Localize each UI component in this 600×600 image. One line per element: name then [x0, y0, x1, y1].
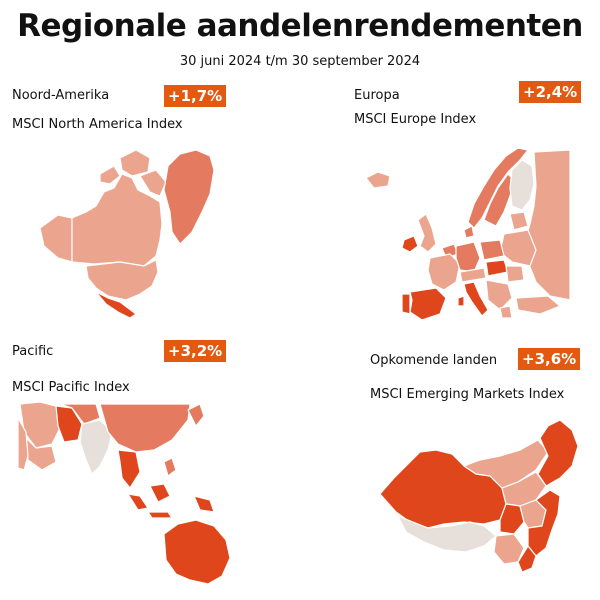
map-country-romania — [505, 265, 525, 283]
map-country-mexico — [95, 291, 137, 319]
region-name-emerging-markets: Opkomende landen — [370, 353, 498, 368]
page-subtitle: 30 juni 2024 t/m 30 september 2024 — [179, 54, 421, 69]
map-country-uk — [417, 213, 437, 253]
region-name-europe: Europa — [354, 88, 400, 103]
map-country-sumatra — [127, 493, 149, 511]
map-country-ukraine — [499, 229, 537, 267]
map-emerging — [379, 419, 579, 573]
map-region-south — [517, 545, 537, 573]
map-country-se-asia — [117, 449, 141, 489]
index-name-pacific: MSCI Pacific Index — [12, 380, 130, 395]
map-region-northeast — [537, 419, 579, 487]
map-country-greenland — [163, 149, 215, 245]
map-country-spain — [409, 287, 447, 321]
index-name-emerging-markets: MSCI Emerging Markets Index — [370, 387, 565, 402]
map-country-germany — [455, 241, 481, 273]
map-country-sardinia — [457, 295, 465, 307]
map-country-balkans — [485, 279, 513, 311]
map-country-japan — [187, 403, 205, 427]
map-country-philippines — [163, 457, 177, 477]
map-country-italy — [463, 281, 489, 317]
index-name-north-america: MSCI North America Index — [12, 117, 183, 132]
map-canada-island-3 — [139, 169, 167, 197]
map-country-denmark — [463, 225, 475, 239]
map-region-east-coast — [527, 489, 561, 557]
map-country-alps — [459, 267, 487, 283]
map-country-france — [427, 253, 461, 291]
map-region-tibet — [397, 515, 497, 553]
map-country-norway — [467, 147, 529, 229]
region-name-pacific: Pacific — [12, 344, 54, 359]
map-country-usa — [85, 259, 159, 301]
map-country-finland — [509, 159, 535, 211]
return-badge-europe: +2,4% — [519, 81, 582, 103]
map-country-borneo — [149, 483, 171, 503]
map-canada-island-2 — [99, 165, 121, 185]
map-country-india — [79, 419, 113, 475]
map-country-greece — [499, 305, 513, 319]
map-canada-island-1 — [119, 149, 151, 177]
map-pacific — [17, 401, 231, 585]
map-country-africa — [17, 417, 29, 471]
map-country-baltics — [509, 211, 529, 231]
map-country-alaska — [39, 214, 73, 263]
map-country-iceland — [365, 171, 391, 189]
map-country-arabia — [23, 435, 57, 471]
map-country-hungary — [485, 259, 509, 277]
map-region-inner-mongolia — [463, 439, 549, 489]
map-country-ireland — [401, 235, 419, 253]
map-country-central-asia — [59, 403, 101, 425]
region-name-north-america: Noord-Amerika — [12, 88, 110, 103]
map-country-china — [99, 403, 191, 453]
map-country-turkey — [515, 295, 561, 315]
map-country-portugal — [401, 293, 411, 315]
map-country-australia — [163, 519, 231, 585]
index-name-europe: MSCI Europe Index — [354, 112, 477, 127]
return-badge-emerging-markets: +3,6% — [518, 348, 581, 370]
map-country-poland — [479, 239, 505, 261]
map-country-java — [147, 511, 173, 519]
map-country-papua — [193, 495, 215, 513]
return-badge-pacific: +3,2% — [164, 340, 227, 362]
return-badge-north-america: +1,7% — [164, 85, 227, 107]
map-europe — [365, 147, 571, 321]
page-title: Regionale aandelenrendementen — [17, 8, 583, 44]
map-north-america — [39, 149, 215, 319]
